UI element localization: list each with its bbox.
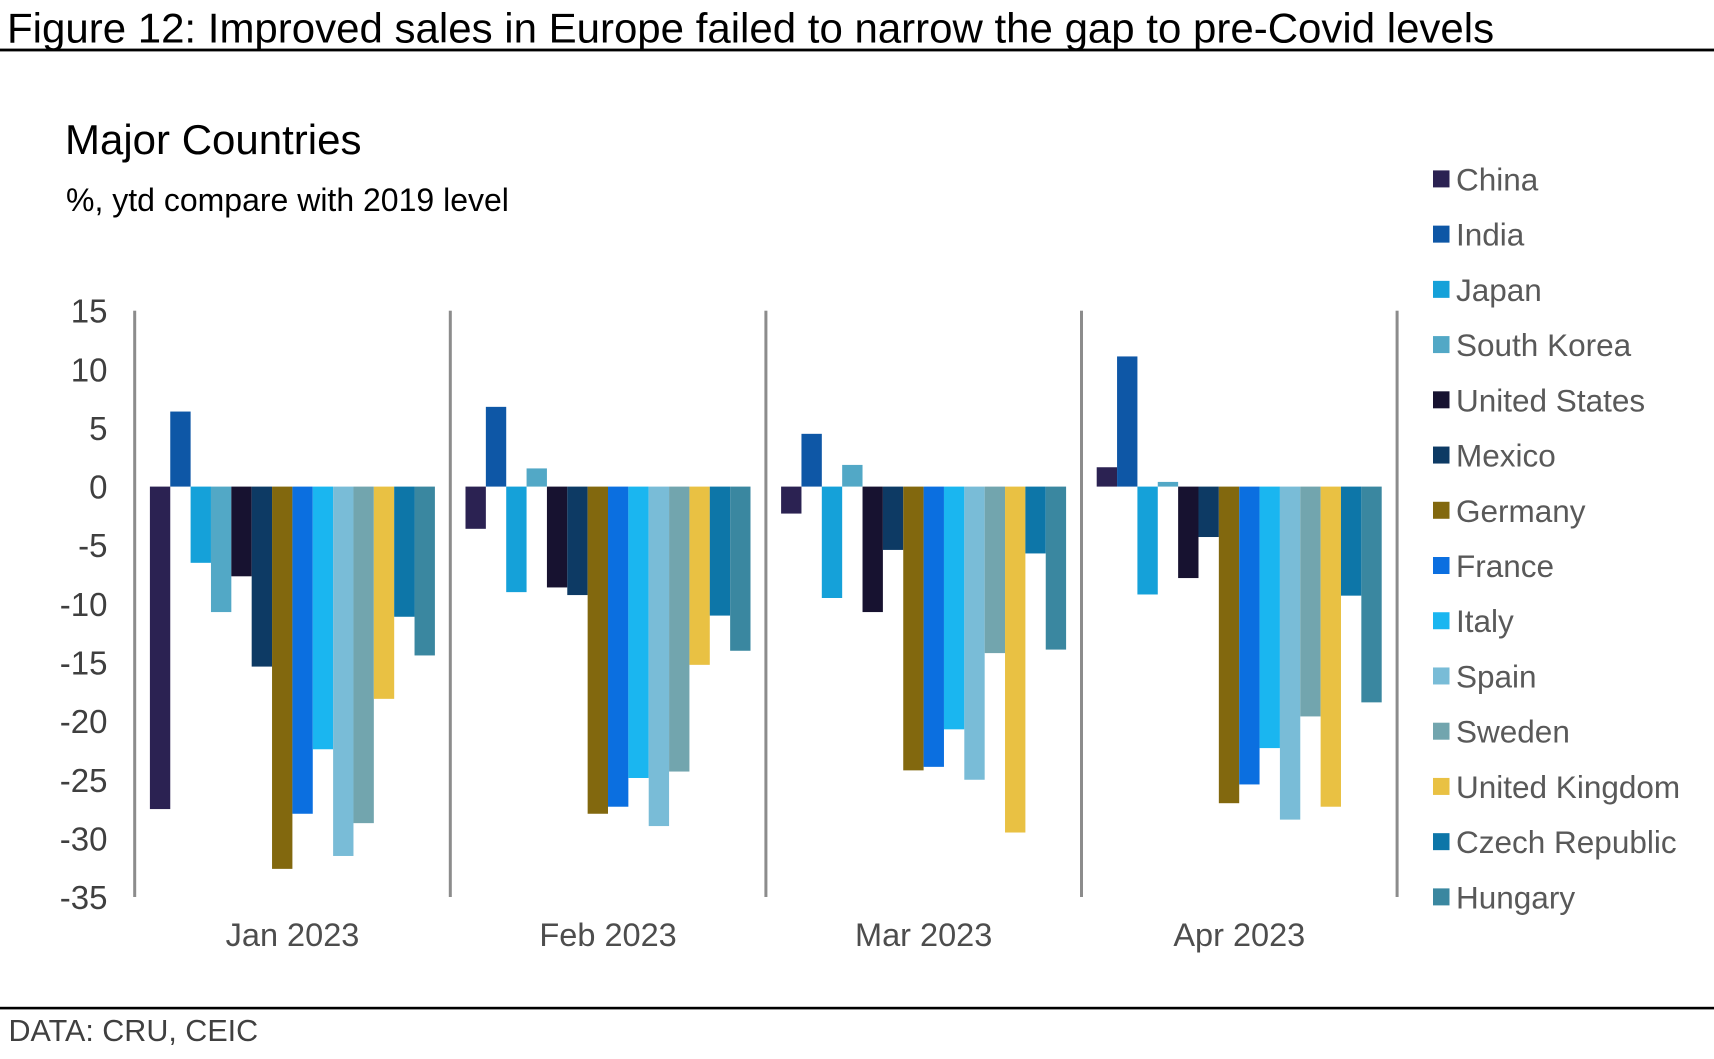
svg-text:India: India [1456, 217, 1525, 253]
svg-text:0: 0 [89, 469, 107, 506]
svg-text:Hungary: Hungary [1456, 879, 1575, 915]
svg-text:-35: -35 [60, 879, 108, 916]
svg-text:-20: -20 [60, 703, 108, 740]
svg-text:5: 5 [89, 410, 107, 447]
svg-text:Figure 12: Improved sales in E: Figure 12: Improved sales in Europe fail… [7, 5, 1494, 52]
svg-text:Czech Republic: Czech Republic [1456, 824, 1677, 860]
svg-text:Mexico: Mexico [1456, 438, 1556, 474]
svg-text:Germany: Germany [1456, 493, 1586, 529]
svg-text:China: China [1456, 161, 1539, 197]
svg-text:South Korea: South Korea [1456, 327, 1632, 363]
svg-text:%, ytd compare with 2019 level: %, ytd compare with 2019 level [66, 182, 509, 218]
svg-text:10: 10 [71, 351, 108, 388]
svg-text:Jan 2023: Jan 2023 [226, 917, 360, 953]
svg-text:DATA: CRU, CEIC: DATA: CRU, CEIC [9, 1014, 259, 1048]
svg-text:-10: -10 [60, 586, 108, 623]
svg-text:Apr 2023: Apr 2023 [1173, 917, 1305, 953]
svg-text:15: 15 [71, 293, 108, 330]
svg-text:United States: United States [1456, 382, 1645, 418]
svg-text:France: France [1456, 548, 1554, 584]
svg-text:Mar 2023: Mar 2023 [855, 917, 992, 953]
svg-text:-30: -30 [60, 820, 108, 857]
svg-text:Major Countries: Major Countries [65, 116, 361, 163]
svg-text:Sweden: Sweden [1456, 714, 1570, 750]
svg-text:-5: -5 [78, 527, 107, 564]
svg-text:Spain: Spain [1456, 658, 1537, 694]
svg-text:Italy: Italy [1456, 603, 1514, 639]
svg-text:Japan: Japan [1456, 272, 1542, 308]
svg-text:Feb 2023: Feb 2023 [539, 917, 676, 953]
svg-text:United Kingdom: United Kingdom [1456, 769, 1680, 805]
svg-text:-25: -25 [60, 762, 108, 799]
svg-text:-15: -15 [60, 645, 108, 682]
